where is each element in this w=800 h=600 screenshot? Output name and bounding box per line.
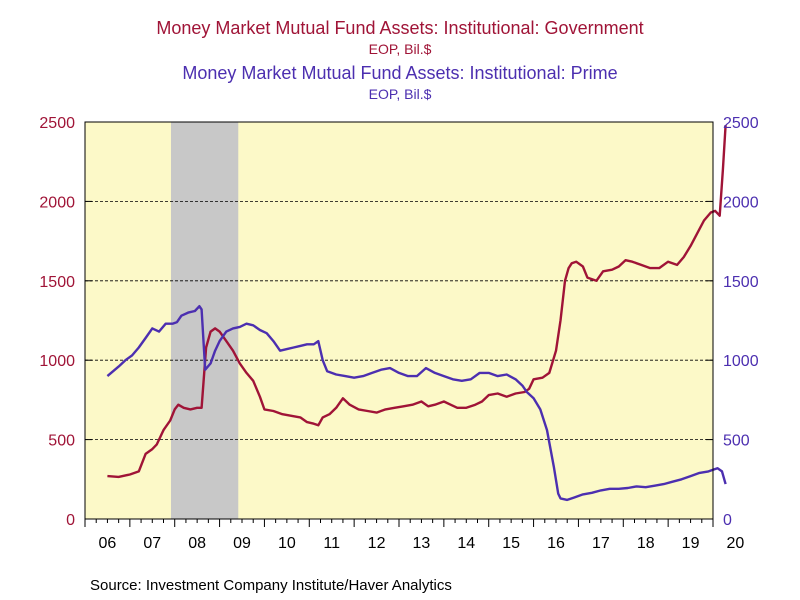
axes: 0 0 500 500 1000 1000 1500 1500 2000 2000 2500 2500… [39, 115, 758, 552]
prime-series-line [106, 305, 727, 502]
government-series-units: EOP, Bil.$ [368, 41, 432, 57]
x-axis-tick-label: 20 [727, 535, 745, 552]
right-axis-tick-label: 1500 [723, 274, 759, 291]
x-axis-tick-label: 15 [502, 535, 520, 552]
recession-shading [170, 122, 239, 519]
series-lines [106, 125, 727, 502]
recession-shading-group [170, 122, 239, 519]
left-axis-tick-label: 1500 [39, 274, 75, 291]
x-axis-tick-label: 18 [637, 535, 655, 552]
right-axis-tick-label: 500 [723, 433, 750, 450]
left-axis-tick-label: 0 [66, 512, 75, 529]
x-axis-tick-label: 17 [592, 535, 610, 552]
prime-series-title: Money Market Mutual Fund Assets: Institu… [182, 63, 618, 83]
right-axis-tick-label: 2500 [723, 115, 759, 132]
x-axis-tick-label: 13 [413, 535, 431, 552]
left-axis-tick-label: 500 [48, 433, 75, 450]
government-series-line [107, 125, 727, 479]
x-axis-tick-label: 09 [233, 535, 251, 552]
left-axis-tick-label: 2000 [39, 194, 75, 211]
x-axis-tick-label: 06 [99, 535, 117, 552]
right-axis-tick-label: 0 [723, 512, 732, 529]
right-axis-tick-label: 2000 [723, 194, 759, 211]
x-axis-tick-label: 12 [368, 535, 386, 552]
x-axis-tick-label: 16 [547, 535, 565, 552]
left-axis-tick-label: 1000 [39, 353, 75, 370]
left-axis-tick-label: 2500 [39, 115, 75, 132]
x-axis-tick-label: 19 [682, 535, 700, 552]
prime-series-units: EOP, Bil.$ [368, 86, 432, 102]
x-axis-tick-label: 11 [323, 535, 340, 552]
x-axis-tick-label: 14 [457, 535, 475, 552]
x-axis-tick-label: 10 [278, 535, 296, 552]
right-axis-tick-label: 1000 [723, 353, 759, 370]
x-axis-tick-label: 07 [143, 535, 161, 552]
x-axis-tick-label: 08 [188, 535, 206, 552]
source-note: Source: Investment Company Institute/Hav… [90, 577, 452, 594]
government-series-title: Money Market Mutual Fund Assets: Institu… [156, 18, 644, 38]
